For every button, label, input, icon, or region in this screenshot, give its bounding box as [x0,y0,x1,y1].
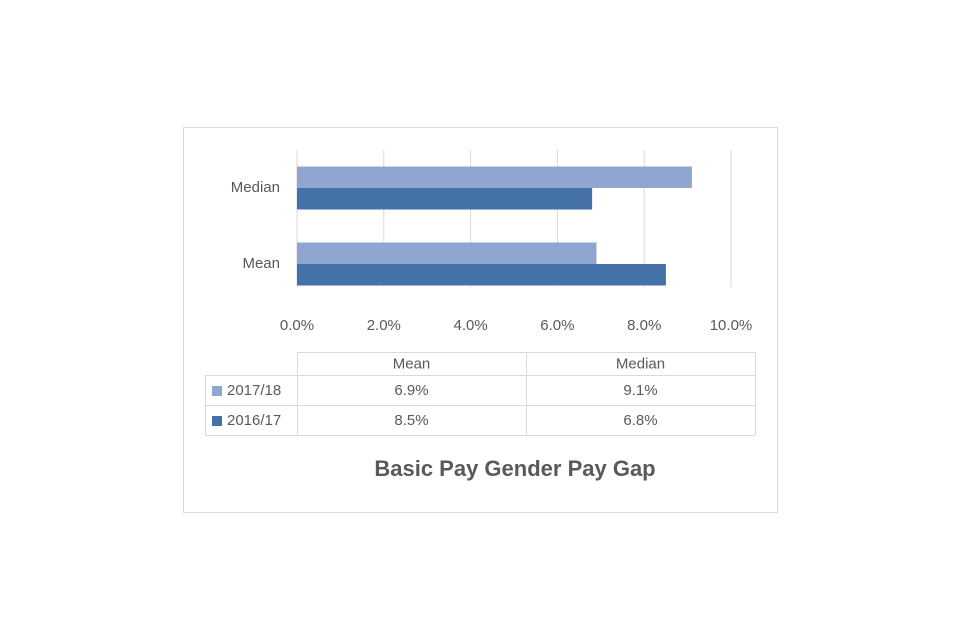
y-tick-label: Median [231,179,280,196]
legend-key [212,416,222,426]
y-tick-label: Mean [242,255,280,272]
chart-title: Basic Pay Gender Pay Gap [374,456,655,481]
x-tick-label: 4.0% [453,317,487,334]
table-value: 6.8% [623,412,657,429]
bar [297,264,666,286]
table-value: 9.1% [623,382,657,399]
x-tick-label: 10.0% [710,317,753,334]
x-tick-label: 8.0% [627,317,661,334]
legend-label: 2017/18 [227,382,281,399]
bar [297,188,593,210]
table-header: Mean [393,355,431,372]
x-tick-label: 0.0% [280,317,314,334]
x-tick-label: 6.0% [540,317,574,334]
table-value: 8.5% [394,412,428,429]
table-value: 6.9% [394,382,428,399]
table-header: Median [616,355,665,372]
x-tick-label: 2.0% [367,317,401,334]
legend-label: 2016/17 [227,412,281,429]
bar [297,166,692,188]
bar [297,242,597,264]
legend-key [212,386,222,396]
